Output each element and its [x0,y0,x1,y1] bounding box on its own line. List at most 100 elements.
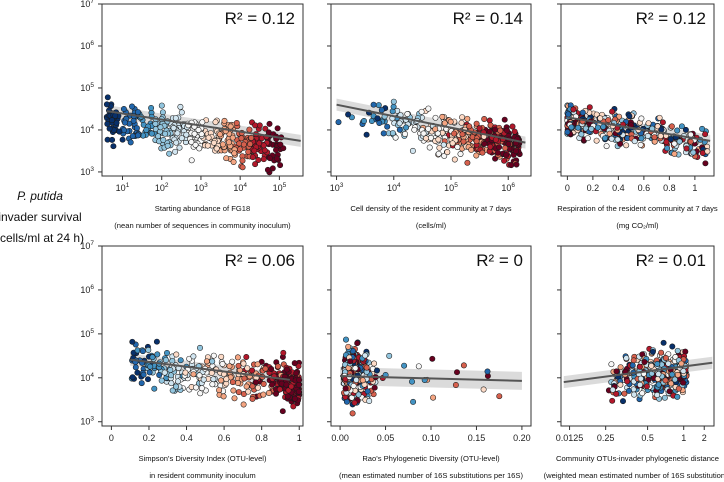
data-point [345,343,352,350]
data-point [374,367,380,374]
data-point [425,105,432,112]
data-point [245,388,252,395]
data-point [104,94,111,101]
data-point [621,390,628,397]
data-point [239,164,246,171]
data-point [195,127,202,133]
data-point [198,385,205,392]
data-point [292,395,298,402]
data-point [486,117,493,124]
data-point [350,383,357,389]
data-point [226,363,233,370]
data-point [293,370,300,377]
data-point [674,347,681,354]
data-point [220,393,227,400]
x-tick-label: 105 [273,182,287,193]
plot-area [128,338,303,415]
data-point [702,131,709,138]
x-axis-label: Starting abundance of FG18 [155,204,250,213]
data-point [343,336,349,343]
data-point [213,145,220,152]
data-point [501,116,508,123]
data-point [426,144,433,151]
data-point [230,159,237,165]
data-point [663,139,670,146]
data-point [188,139,195,146]
data-point [409,378,415,385]
data-point [454,369,460,376]
data-point [674,127,681,134]
data-point [235,362,242,369]
data-point [244,365,251,372]
x-axis-sublabel: (cells/ml) [416,221,447,230]
data-point [473,152,480,159]
y-tick-label: 103 [80,416,94,427]
data-point [349,410,356,417]
data-point [129,133,136,140]
data-point [162,130,169,137]
data-point [458,119,465,126]
scatter-points [128,338,303,415]
data-point [626,387,632,394]
data-point [229,134,236,141]
data-point [145,347,152,353]
data-point [296,381,302,388]
data-point [249,154,256,161]
data-point [218,377,224,384]
data-point [260,391,267,398]
data-point [454,144,461,150]
data-point [492,126,499,133]
data-point [210,376,217,383]
data-point [245,148,252,155]
data-point [371,384,378,391]
data-point [247,141,254,148]
data-point [609,386,616,393]
data-point [218,353,225,360]
data-point [593,137,600,144]
data-point [466,123,473,130]
data-point [164,142,171,149]
panel-6: 0.0125 0.25 0.5 1 2 Community OTUs-invader ph… [544,245,724,480]
data-point [169,387,176,394]
data-point [210,352,217,359]
data-point [251,147,258,154]
data-point [143,127,150,133]
data-point [637,381,643,388]
y-tick-label: 105 [80,328,94,339]
data-point [240,141,247,148]
data-point [197,344,203,351]
x-tick-label: 0.20 [513,433,531,443]
panel-4: 103 104 105 106 107 0 0.2 0.4 0.6 0.8 1 Simpson's D… [80,240,304,480]
data-point [135,109,141,116]
x-tick-label: 0.00 [331,433,349,443]
x-tick-label: 0.4 [612,183,625,193]
data-point [217,131,223,138]
data-point [135,132,141,139]
data-point [146,369,153,376]
data-point [434,130,441,137]
data-point [597,115,604,122]
data-point [588,125,595,132]
data-point [479,149,486,156]
data-point [240,360,247,367]
data-point [354,340,361,347]
data-point [119,136,126,143]
data-point [404,111,411,117]
data-point [216,387,223,394]
x-axis-label: Cell density of the resident community a… [350,204,511,213]
r-squared-label: R² = 0.06 [225,251,295,270]
data-point [364,388,371,395]
data-point [193,384,199,391]
data-point [288,383,295,390]
data-point [654,361,661,367]
data-point [497,127,504,134]
data-point [227,123,234,130]
data-point [639,390,646,397]
data-point [386,352,393,359]
data-point [662,377,669,384]
data-point [654,123,661,130]
x-tick-label: 2 [702,433,707,443]
data-point [145,376,151,383]
